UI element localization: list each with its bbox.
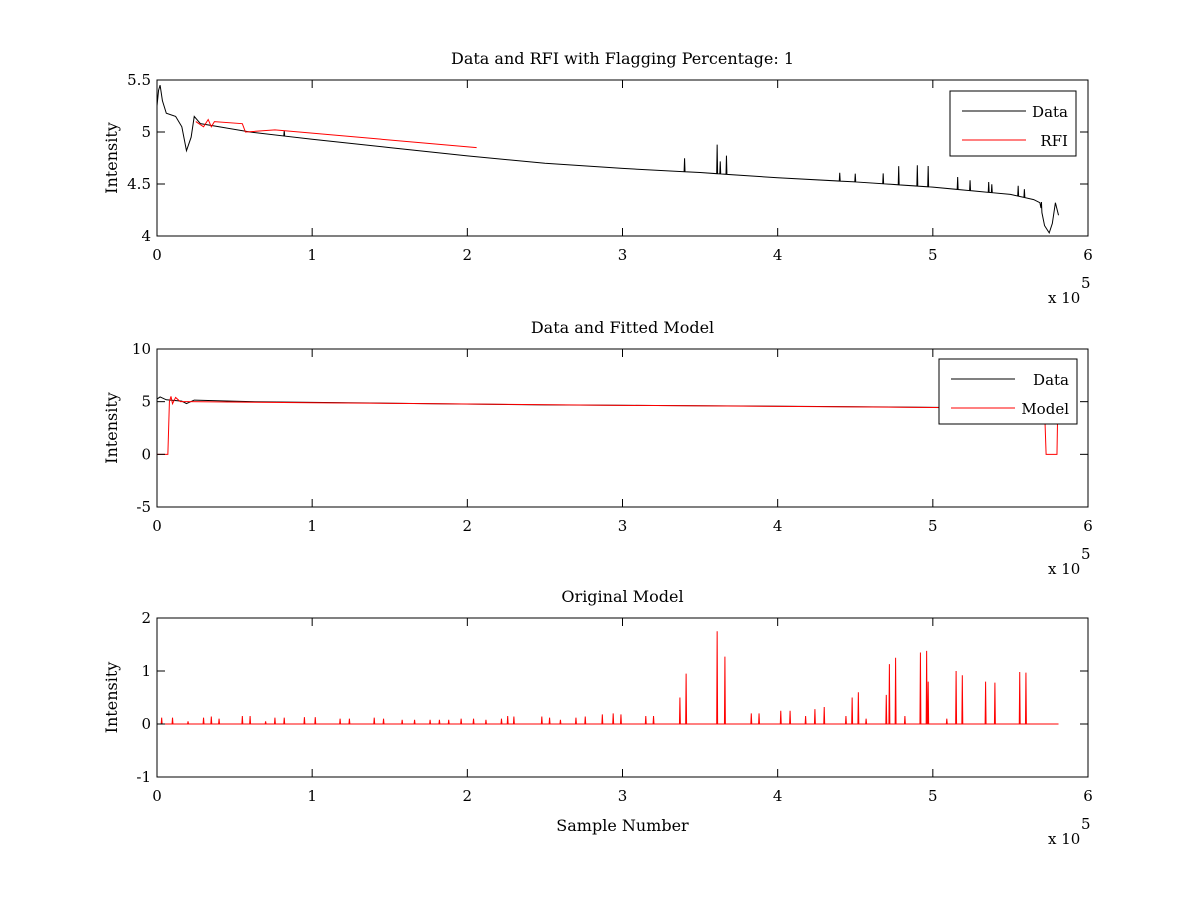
y-tick-label: 10 (132, 340, 151, 358)
legend-box (938, 358, 1078, 425)
y-axis-label: Intensity (102, 392, 121, 464)
x-tick-label: 2 (463, 517, 473, 535)
x-exponent-power: 5 (1081, 545, 1091, 563)
plot-title: Data and RFI with Flagging Percentage: 1 (451, 49, 794, 68)
x-tick-label: 5 (928, 787, 938, 805)
x-tick-label: 6 (1083, 517, 1093, 535)
legend-entry: Model (1021, 400, 1069, 418)
y-tick-label: 0 (141, 445, 151, 463)
x-axis-label: Sample Number (556, 816, 689, 835)
legend: Data RFI (949, 90, 1077, 157)
x-tick-label: 5 (928, 517, 938, 535)
y-tick-label: 0 (141, 715, 151, 733)
y-tick-label: -1 (136, 768, 151, 786)
x-tick-label: 2 (463, 787, 473, 805)
x-exponent-power: 5 (1081, 815, 1091, 833)
y-tick-label: 4 (141, 227, 151, 245)
x-tick-label: 1 (307, 246, 317, 264)
y-tick-label: 5 (141, 123, 151, 141)
x-tick-label: 6 (1083, 787, 1093, 805)
data-series-line (157, 85, 1060, 235)
y-axis-label: Intensity (102, 122, 121, 194)
legend-entry: Data (1032, 103, 1068, 121)
legend-entry: Data (1033, 371, 1069, 389)
x-tick-label: 4 (773, 787, 783, 805)
x-tick-label: 3 (618, 517, 628, 535)
x-tick-label: 1 (307, 517, 317, 535)
x-exponent-label: x 10 (1048, 289, 1080, 307)
y-tick-label: 5.5 (127, 71, 151, 89)
plot-area (157, 631, 1059, 725)
x-tick-label: 3 (618, 246, 628, 264)
x-exponent-label: x 10 (1048, 560, 1080, 578)
plot-title: Data and Fitted Model (531, 318, 714, 337)
x-tick-label: 1 (307, 787, 317, 805)
y-tick-label: 2 (141, 609, 151, 627)
y-axis-label: Intensity (102, 662, 121, 734)
x-tick-label: 0 (152, 246, 162, 264)
x-exponent-label: x 10 (1048, 830, 1080, 848)
y-tick-label: 4.5 (127, 175, 151, 193)
x-tick-label: 0 (152, 517, 162, 535)
model-series-line (157, 631, 1059, 725)
legend-box (949, 90, 1077, 157)
model-series-line (157, 396, 1059, 455)
x-tick-label: 3 (618, 787, 628, 805)
legend-entry: RFI (1040, 132, 1068, 150)
y-tick-label: -5 (136, 498, 151, 516)
x-tick-label: 4 (773, 517, 783, 535)
x-tick-label: 5 (928, 246, 938, 264)
x-exponent-power: 5 (1081, 274, 1091, 292)
y-tick-label: 5 (141, 393, 151, 411)
x-tick-label: 4 (773, 246, 783, 264)
plot-title: Original Model (561, 587, 683, 606)
x-tick-label: 2 (463, 246, 473, 264)
legend: Data Model (938, 358, 1078, 425)
rfi-series-line (195, 118, 477, 149)
x-tick-label: 0 (152, 787, 162, 805)
y-tick-label: 1 (141, 662, 151, 680)
plot-area (157, 85, 1060, 235)
x-tick-label: 6 (1083, 246, 1093, 264)
